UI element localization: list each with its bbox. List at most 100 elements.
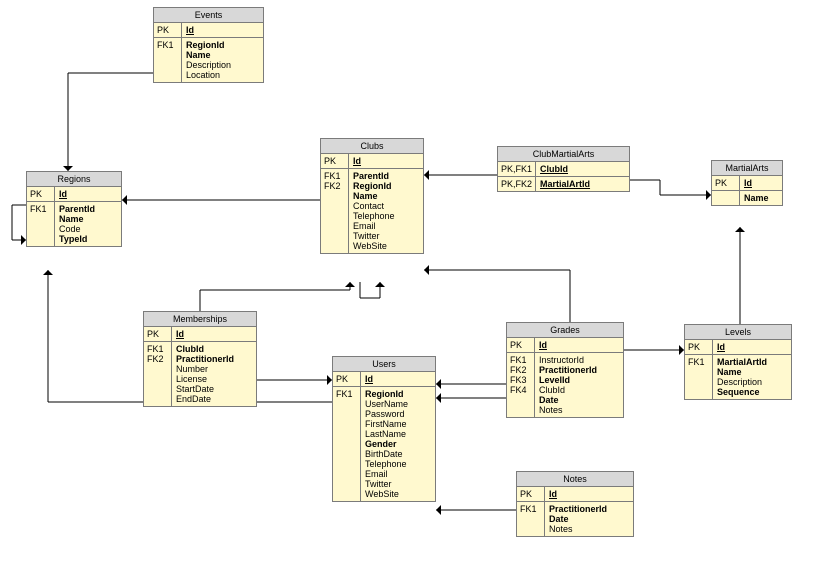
key-cell: PK — [517, 487, 545, 501]
key-cell — [147, 394, 168, 404]
key-cell — [336, 469, 357, 479]
key-cell: FK1 — [324, 171, 345, 181]
entity-memberships: MembershipsPKIdFK1FK2 ClubIdPractitioner… — [143, 311, 257, 407]
key-cell — [324, 231, 345, 241]
key-cell: FK2 — [147, 354, 168, 364]
body-row: FK1 PractitionerIdDateNotes — [517, 502, 633, 536]
cols-column: ParentIdNameCodeTypeId — [55, 202, 121, 246]
body-row: FK1FK2 ClubIdPractitionerIdNumberLicense… — [144, 342, 256, 406]
key-cell — [324, 241, 345, 251]
edge-grades-clubs — [424, 265, 570, 322]
key-cell — [30, 224, 51, 234]
col-cell: Date — [539, 395, 619, 405]
col-cell: Twitter — [353, 231, 419, 241]
entity-title: Regions — [27, 172, 121, 187]
key-cell: PK — [685, 340, 713, 354]
col-cell: Date — [549, 514, 629, 524]
cols-column: RegionIdNameDescriptionLocation — [182, 38, 263, 82]
key-cell — [147, 364, 168, 374]
edge-grades-levels — [624, 345, 684, 355]
key-cell: PK — [144, 327, 172, 341]
col-cell: Name — [186, 50, 259, 60]
col-cell: BirthDate — [365, 449, 431, 459]
cols-column: ParentIdRegionIdNameContactTelephoneEmai… — [349, 169, 423, 253]
entity-title: Levels — [685, 325, 791, 340]
key-cell: PK — [27, 187, 55, 201]
cols-column: RegionIdUserNamePasswordFirstNameLastNam… — [361, 387, 435, 501]
key-cell — [157, 60, 178, 70]
col-cell: RegionId — [365, 389, 431, 399]
key-cell — [324, 221, 345, 231]
col-cell: Notes — [549, 524, 629, 534]
pk-row: PKId — [27, 187, 121, 202]
key-cell — [336, 399, 357, 409]
col-cell: Code — [59, 224, 117, 234]
col-cell: Telephone — [353, 211, 419, 221]
key-cell — [336, 449, 357, 459]
cols-column: PractitionerIdDateNotes — [545, 502, 633, 536]
entity-martialarts: MartialArtsPKId Name — [711, 160, 783, 206]
key-cell: FK1 — [30, 204, 51, 214]
col-cell: StartDate — [176, 384, 252, 394]
col-cell: Id — [182, 23, 263, 37]
entity-notes: NotesPKIdFK1 PractitionerIdDateNotes — [516, 471, 634, 537]
col-cell: MartialArtId — [717, 357, 787, 367]
col-cell: ParentId — [59, 204, 117, 214]
col-cell: Id — [349, 154, 423, 168]
edge-notes-users — [436, 505, 516, 515]
key-cell — [336, 489, 357, 499]
col-cell: Password — [365, 409, 431, 419]
key-cell — [688, 387, 709, 397]
keys-column: FK1FK2 — [321, 169, 349, 253]
body-row: FK1 RegionIdUserNamePasswordFirstNameLas… — [333, 387, 435, 501]
pk-row: PKId — [333, 372, 435, 387]
col-cell: InstructorId — [539, 355, 619, 365]
arrowhead-icon — [436, 393, 441, 403]
col-cell: Gender — [365, 439, 431, 449]
key-cell: PK — [507, 338, 535, 352]
key-cell — [715, 193, 736, 203]
col-cell: TypeId — [59, 234, 117, 244]
arrowhead-icon — [436, 505, 441, 515]
body-row: FK1FK2FK3FK4 InstructorIdPractitionerIdL… — [507, 353, 623, 417]
arrowhead-icon — [43, 270, 53, 275]
col-cell: MartialArtId — [540, 179, 625, 189]
keys-column: FK1FK2FK3FK4 — [507, 353, 535, 417]
col-cell: Sequence — [717, 387, 787, 397]
col-cell: Location — [186, 70, 259, 80]
keys-column: FK1FK2 — [144, 342, 172, 406]
key-cell — [30, 214, 51, 224]
entity-clubma: ClubMartialArtsPK,FK1ClubIdPK,FK2Martial… — [497, 146, 630, 192]
key-cell: FK3 — [510, 375, 531, 385]
col-cell: Name — [717, 367, 787, 377]
entity-levels: LevelsPKIdFK1 MartialArtIdNameDescriptio… — [684, 324, 792, 400]
col-cell: Description — [186, 60, 259, 70]
pk-row: PK,FK1ClubId — [498, 162, 629, 177]
body-row: FK1 RegionIdNameDescriptionLocation — [154, 38, 263, 82]
key-cell — [157, 50, 178, 60]
key-cell — [336, 439, 357, 449]
col-cell: ClubId — [176, 344, 252, 354]
key-cell: FK1 — [688, 357, 709, 367]
key-cell: PK — [333, 372, 361, 386]
cols-column: ClubIdPractitionerIdNumberLicenseStartDa… — [172, 342, 256, 406]
key-cell — [147, 384, 168, 394]
entity-events: EventsPKIdFK1 RegionIdNameDescriptionLoc… — [153, 7, 264, 83]
edge-regions-parent — [12, 205, 26, 245]
entity-title: ClubMartialArts — [498, 147, 629, 162]
entity-users: UsersPKIdFK1 RegionIdUserNamePasswordFir… — [332, 356, 436, 502]
col-cell: ClubId — [539, 385, 619, 395]
cols-column: InstructorIdPractitionerIdLevelIdClubIdD… — [535, 353, 623, 417]
edge-grades-users-2 — [436, 393, 506, 403]
key-cell — [520, 524, 541, 534]
col-cell: Description — [717, 377, 787, 387]
col-cell: EndDate — [176, 394, 252, 404]
keys-column: FK1 — [27, 202, 55, 246]
pk-row: PKId — [712, 176, 782, 191]
key-cell — [324, 191, 345, 201]
col-cell: Contact — [353, 201, 419, 211]
arrowhead-icon — [122, 195, 127, 205]
key-cell: FK4 — [510, 385, 531, 395]
body-row: PK,FK2MartialArtId — [498, 177, 629, 191]
col-cell: LevelId — [539, 375, 619, 385]
